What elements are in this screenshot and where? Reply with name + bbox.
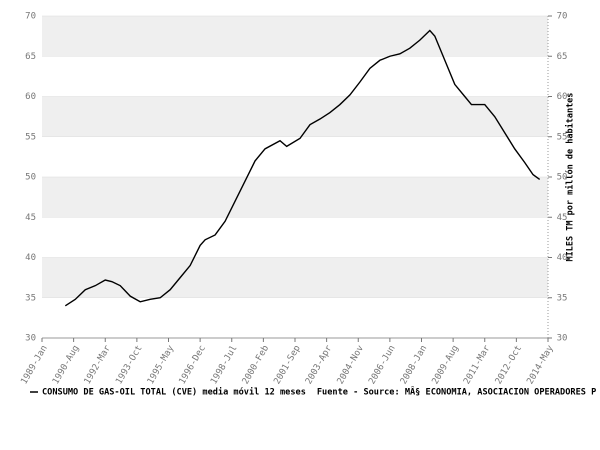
y2-axis-title: MILES TM por millón de habitantes <box>565 93 576 262</box>
x-tick-label: 1996-Dec <box>178 344 208 387</box>
y2-tick-label: 35 <box>557 293 568 303</box>
x-tick-label: 2012-Oct <box>494 344 524 387</box>
y2-tick-label: 55 <box>557 132 568 142</box>
line-series <box>64 29 541 307</box>
y-tick-label: 40 <box>25 253 36 263</box>
grid-band <box>42 177 548 218</box>
x-tick-label: 1990-Aug <box>51 344 81 387</box>
y2-tick-label: 40 <box>557 253 568 263</box>
y-tick-label: 65 <box>25 52 36 62</box>
x-tick-label: 1992-Mar <box>83 343 114 386</box>
x-tick-label: 2001-Sep <box>272 344 302 387</box>
x-tick-label: 1995-May <box>146 343 177 386</box>
y2-tick-label: 50 <box>557 173 568 183</box>
y-tick-label: 70 <box>25 12 36 22</box>
y2-tick-label: 60 <box>557 92 568 102</box>
grid-band <box>42 257 548 298</box>
y-tick-label: 30 <box>25 334 36 344</box>
legend-label: CONSUMO DE GAS-OIL TOTAL (CVE) media móv… <box>42 387 306 398</box>
x-tick-label: 1989-Jan <box>19 344 49 387</box>
x-tick-label: 2000-Feb <box>241 344 271 387</box>
grid-band <box>42 96 548 137</box>
x-tick-label: 2004-Nov <box>336 344 366 387</box>
y2-tick-label: 30 <box>557 334 568 344</box>
x-tick-label: 2011-Mar <box>462 343 493 386</box>
x-tick-label: 1998-Jul <box>209 344 239 387</box>
y-tick-label: 35 <box>25 293 36 303</box>
x-tick-label: 2014-May <box>525 343 556 386</box>
y-tick-label: 55 <box>25 132 36 142</box>
x-tick-label: 1993-Oct <box>114 344 144 387</box>
y-tick-label: 60 <box>25 92 36 102</box>
x-tick-label: 2003-Apr <box>304 343 335 386</box>
y2-tick-label: 45 <box>557 213 568 223</box>
y-tick-label: 50 <box>25 173 36 183</box>
y2-tick-label: 70 <box>557 12 568 22</box>
y-tick-label: 45 <box>25 213 36 223</box>
y2-tick-label: 65 <box>557 52 568 62</box>
x-tick-label: 2009-Aug <box>431 344 461 387</box>
grid-band <box>42 16 548 57</box>
x-tick-label: 2008-Jan <box>399 344 429 387</box>
x-tick-label: 2006-Jun <box>367 344 397 387</box>
source-note: Fuente - Source: MÂ§ ECONOMIA, ASOCIACIO… <box>317 386 596 398</box>
